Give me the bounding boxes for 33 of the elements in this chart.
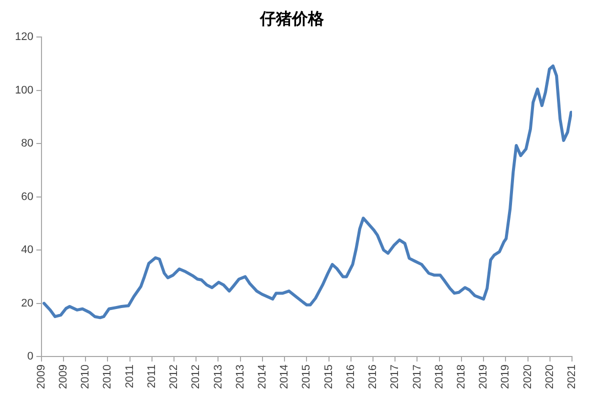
x-tick-label: 2019 [500, 364, 512, 390]
y-tick-label: 80 [21, 138, 34, 150]
chart-title: 仔猪价格 [259, 10, 325, 28]
x-tick-label: 2014 [256, 364, 268, 390]
x-tick-label: 2019 [478, 364, 490, 390]
x-tick-label: 2010 [102, 364, 114, 390]
x-tick-label: 2010 [80, 364, 92, 390]
y-tick-label: 60 [21, 190, 34, 203]
y-tick-label: 100 [14, 84, 34, 96]
x-tick-label: 2011 [124, 364, 136, 388]
x-tick-label: 2017 [389, 364, 402, 390]
x-tick-label: 2017 [411, 364, 424, 390]
x-tick-label: 2013 [212, 364, 224, 390]
x-tick-label: 2021 [566, 364, 578, 390]
x-tick-label: 2020 [522, 364, 534, 390]
x-tick-label: 2011 [146, 364, 158, 388]
x-tick-label: 2020 [544, 364, 556, 390]
x-tick-label: 2018 [433, 364, 446, 390]
x-tick-label: 2016 [344, 364, 357, 390]
y-tick-label: 40 [21, 244, 34, 256]
y-tick-label: 120 [14, 31, 34, 44]
x-tick-label: 2018 [455, 364, 468, 390]
y-tick-label: 0 [27, 350, 34, 363]
x-tick-label: 2009 [35, 364, 48, 390]
x-tick-label: 2009 [57, 364, 70, 390]
x-tick-label: 2016 [367, 364, 380, 390]
x-tick-label: 2013 [234, 364, 246, 390]
x-tick-label: 2015 [322, 364, 335, 390]
x-tick-label: 2012 [190, 364, 202, 390]
x-tick-label: 2015 [300, 364, 313, 390]
x-tick-label: 2012 [168, 364, 180, 390]
y-tick-label: 20 [21, 297, 34, 310]
x-tick-label: 2014 [278, 364, 291, 390]
